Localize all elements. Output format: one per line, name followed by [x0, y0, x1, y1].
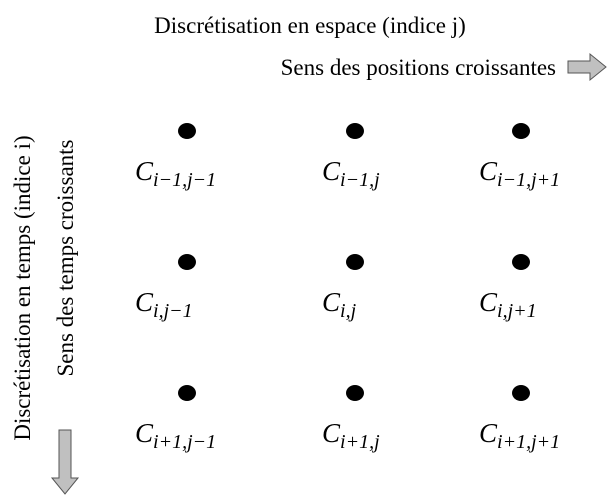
- node-symbol: C: [479, 287, 498, 317]
- node-subscript: i+1,j: [340, 431, 380, 453]
- node-subscript: i,j: [340, 300, 357, 322]
- node-dot: [346, 385, 364, 401]
- node-symbol: C: [135, 418, 154, 448]
- node-dot: [346, 254, 364, 270]
- node-label: Ci,j: [322, 287, 357, 322]
- side-subtitle: Sens des temps croissants: [53, 139, 78, 376]
- node-subscript: i+1,j−1: [153, 431, 216, 453]
- node-symbol: C: [479, 156, 498, 186]
- header-title: Discrétisation en espace (indice j): [154, 13, 466, 38]
- node-symbol: C: [322, 156, 341, 186]
- node-label: Ci−1,j: [322, 156, 380, 191]
- node-dot: [512, 123, 530, 139]
- node-subscript: i−1,j−1: [153, 169, 216, 191]
- header-subtitle: Sens des positions croissantes: [281, 55, 556, 80]
- node-symbol: C: [322, 418, 341, 448]
- node-subscript: i−1,j+1: [497, 169, 560, 191]
- node-symbol: C: [135, 287, 154, 317]
- side-title: Discrétisation en temps (indice i): [10, 135, 35, 440]
- node-label: Ci,j+1: [479, 287, 537, 322]
- node-label: Ci+1,j−1: [135, 418, 216, 453]
- node-dot: [178, 123, 196, 139]
- node-dot: [512, 254, 530, 270]
- node-symbol: C: [322, 287, 341, 317]
- node-label: Ci,j−1: [135, 287, 193, 322]
- node-symbol: C: [135, 156, 154, 186]
- node-symbol: C: [479, 418, 498, 448]
- down-arrow: [50, 429, 80, 495]
- node-dot: [178, 254, 196, 270]
- node-subscript: i−1,j: [340, 169, 380, 191]
- right-arrow: [567, 52, 607, 82]
- node-subscript: i+1,j+1: [497, 431, 560, 453]
- node-subscript: i,j−1: [153, 300, 193, 322]
- node-label: Ci−1,j+1: [479, 156, 560, 191]
- node-label: Ci+1,j+1: [479, 418, 560, 453]
- node-label: Ci+1,j: [322, 418, 380, 453]
- node-dot: [512, 385, 530, 401]
- node-label: Ci−1,j−1: [135, 156, 216, 191]
- node-dot: [346, 123, 364, 139]
- node-dot: [178, 385, 196, 401]
- node-subscript: i,j+1: [497, 300, 537, 322]
